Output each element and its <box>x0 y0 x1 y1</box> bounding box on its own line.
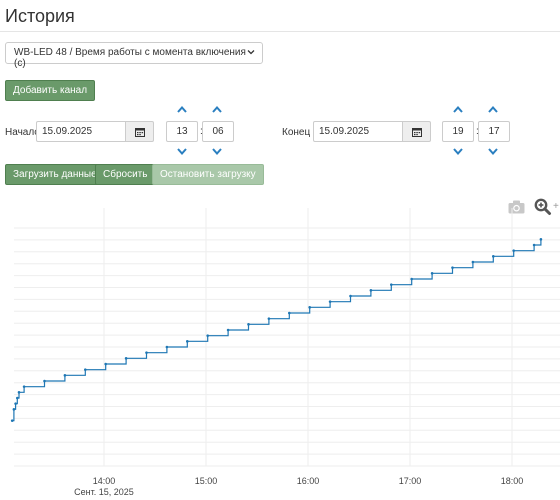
x-axis-date-label: Сент. 15, 2025 <box>74 487 134 497</box>
data-point <box>492 255 495 258</box>
data-point <box>43 379 46 383</box>
data-point <box>349 294 352 298</box>
data-point <box>539 238 543 241</box>
data-point <box>410 277 414 281</box>
data-point <box>10 419 14 422</box>
data-point <box>14 402 17 405</box>
start-hour-up-icon[interactable] <box>177 106 187 113</box>
data-point <box>63 374 67 377</box>
data-point <box>84 368 87 371</box>
data-point <box>288 311 291 315</box>
page-title: История <box>5 6 75 26</box>
data-point <box>124 357 128 360</box>
data-point <box>226 328 230 332</box>
data-point <box>186 340 189 343</box>
chevron-down-icon <box>247 50 255 55</box>
data-point <box>12 408 16 411</box>
start-minute-input[interactable]: 06 <box>202 121 234 142</box>
x-tick-label: 17:00 <box>399 476 422 486</box>
stop-loading-button[interactable]: Остановить загрузку <box>152 164 264 185</box>
start-date-input[interactable]: 15.09.2025 <box>36 121 126 142</box>
end-date-input[interactable]: 15.09.2025 <box>313 121 403 142</box>
channel-select[interactable]: WB-LED 48 / Время работы с момента включ… <box>5 42 263 69</box>
data-point <box>17 391 21 394</box>
end-time-colon: : <box>476 126 479 137</box>
data-point <box>22 385 26 388</box>
data-point <box>145 351 148 354</box>
data-point <box>206 334 209 337</box>
history-chart[interactable]: 14:00 15:00 16:00 17:00 18:00 Сент. 15, 2025 <box>0 208 560 500</box>
x-tick-label: 16:00 <box>297 476 320 486</box>
end-minute-input[interactable]: 17 <box>478 121 510 142</box>
data-point <box>328 300 332 303</box>
zoom-icon[interactable] <box>534 198 552 216</box>
start-time-colon: : <box>200 126 203 137</box>
end-hour-input[interactable]: 19 <box>442 121 474 142</box>
zoom-plus-icon[interactable]: + <box>553 201 559 212</box>
channel-select-value: WB-LED 48 / Время работы с момента включ… <box>14 47 246 69</box>
series-line <box>12 239 542 422</box>
data-point <box>165 345 169 349</box>
data-point <box>15 396 19 400</box>
end-label: Конец <box>282 127 311 138</box>
title-divider <box>0 31 560 32</box>
data-point <box>104 362 107 366</box>
end-minute-up-icon[interactable] <box>488 106 498 113</box>
add-channel-button[interactable]: Добавить канал <box>5 80 96 101</box>
end-calendar-button[interactable] <box>403 121 431 142</box>
data-point <box>247 323 250 326</box>
load-data-button[interactable]: Загрузить данные <box>5 164 105 185</box>
data-point <box>390 283 393 286</box>
start-label: Начало <box>5 127 40 138</box>
data-point <box>532 243 536 247</box>
x-tick-label: 15:00 <box>195 476 218 486</box>
calendar-icon <box>412 128 422 137</box>
start-calendar-button[interactable] <box>126 121 154 142</box>
x-tick-label: 14:00 <box>93 476 116 486</box>
start-hour-down-icon[interactable] <box>177 148 187 155</box>
data-point <box>471 260 475 264</box>
data-point <box>267 317 271 320</box>
calendar-icon <box>135 128 145 137</box>
x-tick-label: 18:00 <box>501 476 524 486</box>
data-point <box>308 306 312 309</box>
end-minute-down-icon[interactable] <box>488 148 498 155</box>
data-point <box>512 249 515 252</box>
data-point <box>369 289 373 292</box>
start-hour-input[interactable]: 13 <box>166 121 198 142</box>
end-hour-down-icon[interactable] <box>453 148 463 155</box>
data-point <box>430 272 434 275</box>
reset-button[interactable]: Сбросить <box>95 164 156 185</box>
end-hour-up-icon[interactable] <box>453 106 463 113</box>
start-minute-up-icon[interactable] <box>212 106 222 113</box>
start-minute-down-icon[interactable] <box>212 148 222 155</box>
data-point <box>451 266 454 269</box>
